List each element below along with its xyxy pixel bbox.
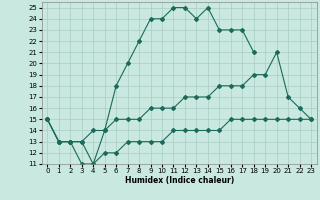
X-axis label: Humidex (Indice chaleur): Humidex (Indice chaleur) — [124, 176, 234, 185]
